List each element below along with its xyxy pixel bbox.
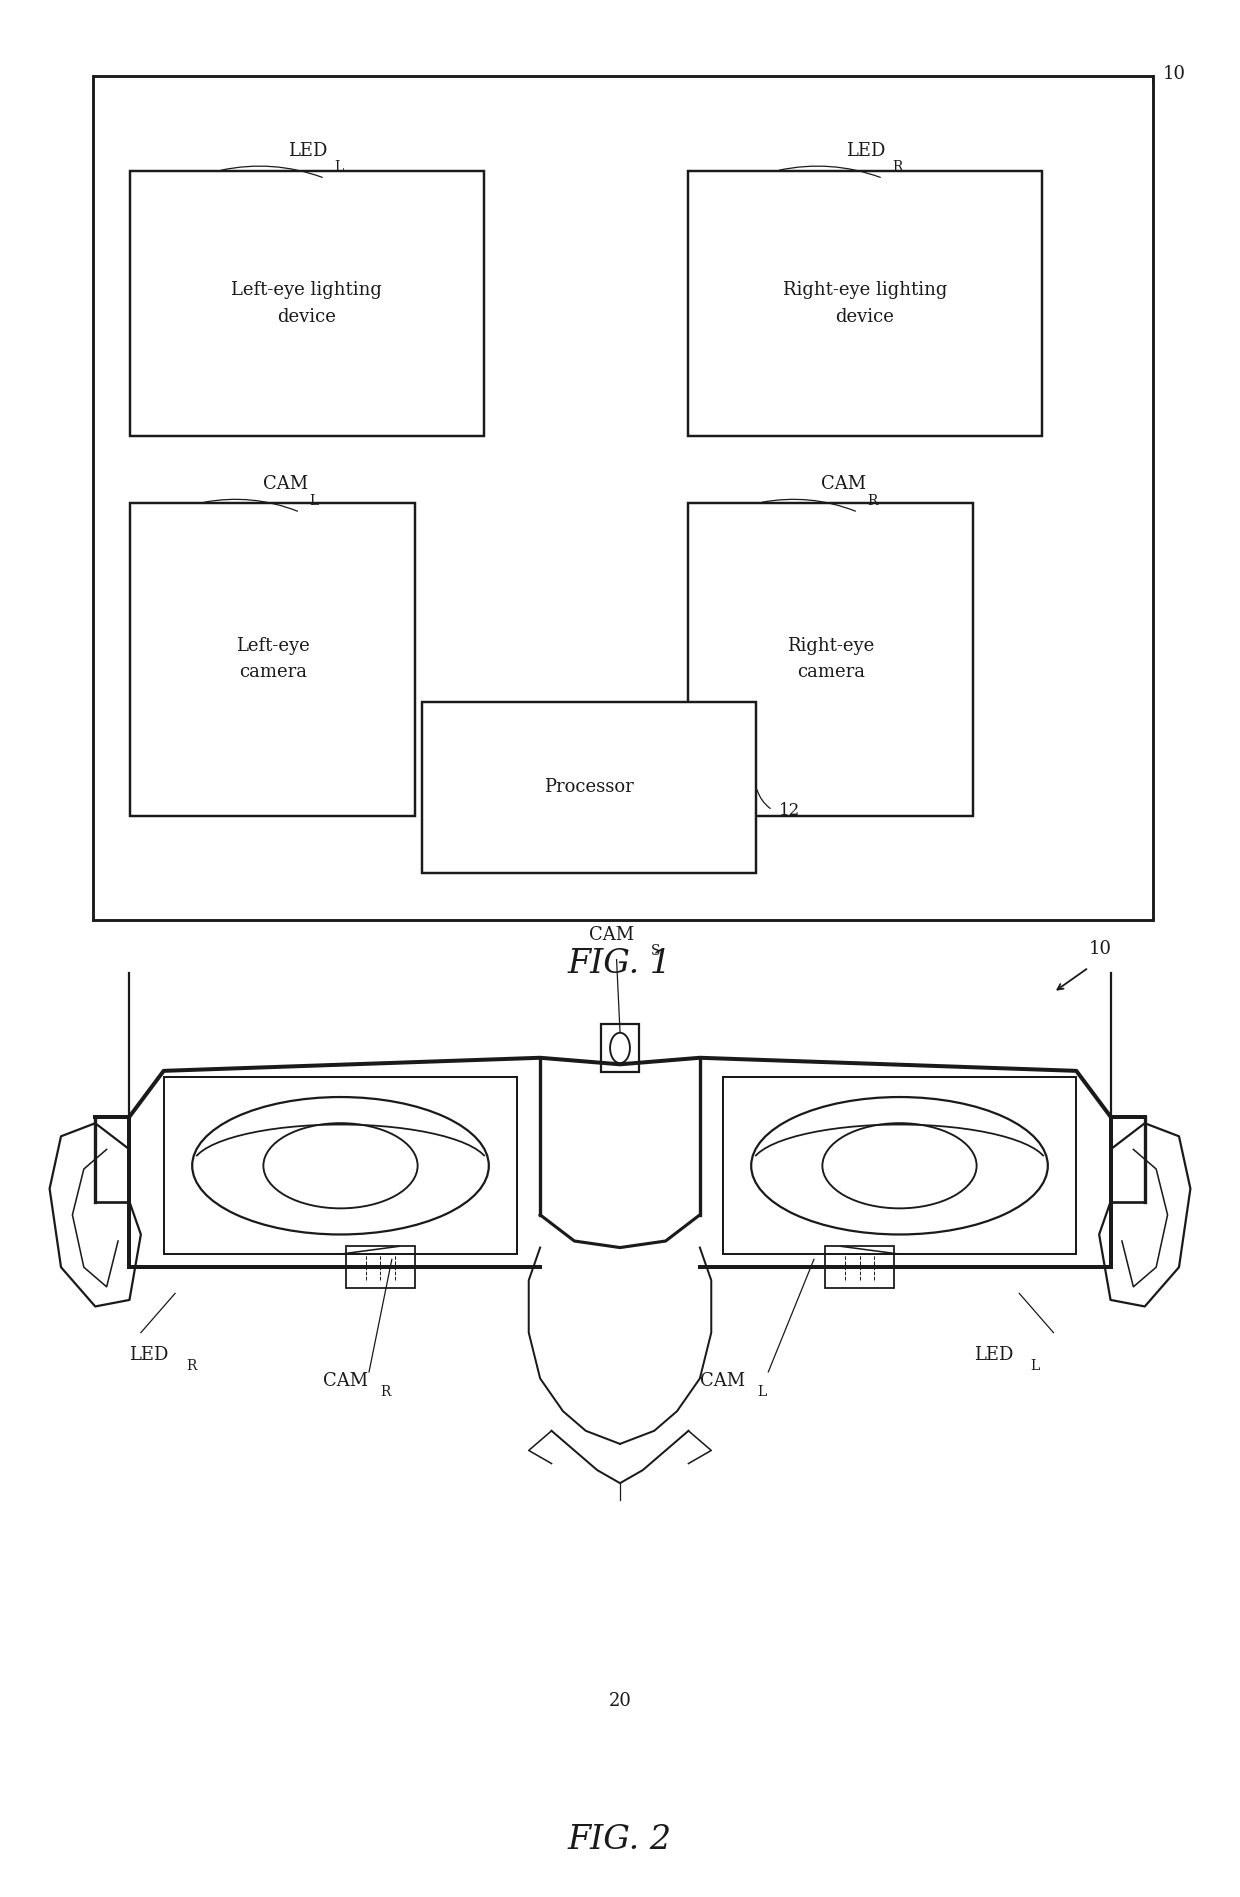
Bar [688,171,1042,436]
Bar [422,702,756,873]
Text: R: R [186,1358,197,1373]
Text: S: S [651,945,661,958]
Text: CAM: CAM [324,1372,368,1391]
Ellipse shape [822,1123,977,1208]
Text: 12: 12 [779,802,800,818]
Text: LED: LED [973,1345,1013,1364]
Text: CAM: CAM [821,476,866,493]
Bar [826,1246,894,1288]
Text: LED: LED [288,142,327,159]
Text: Right-eye lighting
device: Right-eye lighting device [782,281,947,326]
Text: 10: 10 [1089,941,1112,958]
Text: LED: LED [129,1345,169,1364]
Text: 10: 10 [1163,66,1187,83]
Bar [688,503,973,816]
Text: Left-eye lighting
device: Left-eye lighting device [232,281,382,326]
Bar [346,1246,414,1288]
Text: Processor: Processor [544,778,634,797]
Text: CAM: CAM [263,476,308,493]
Text: L: L [756,1385,766,1400]
Circle shape [610,1032,630,1062]
Bar [130,503,415,816]
Bar [130,171,484,436]
Text: LED: LED [846,142,885,159]
Text: R: R [892,159,903,175]
Text: FIG. 2: FIG. 2 [568,1825,672,1855]
Text: L: L [310,493,319,508]
Text: Right-eye
camera: Right-eye camera [787,637,874,681]
Text: Left-eye
camera: Left-eye camera [236,637,310,681]
Text: L: L [334,159,343,175]
Text: FIG. 1: FIG. 1 [568,948,672,979]
Text: R: R [868,493,878,508]
Text: CAM: CAM [589,926,634,945]
Ellipse shape [751,1096,1048,1235]
Bar [601,1024,639,1072]
Text: R: R [381,1385,391,1400]
Text: CAM: CAM [699,1372,745,1391]
Text: 20: 20 [609,1692,631,1709]
Text: L: L [1030,1358,1040,1373]
Ellipse shape [263,1123,418,1208]
Ellipse shape [192,1096,489,1235]
Bar [93,76,1153,920]
